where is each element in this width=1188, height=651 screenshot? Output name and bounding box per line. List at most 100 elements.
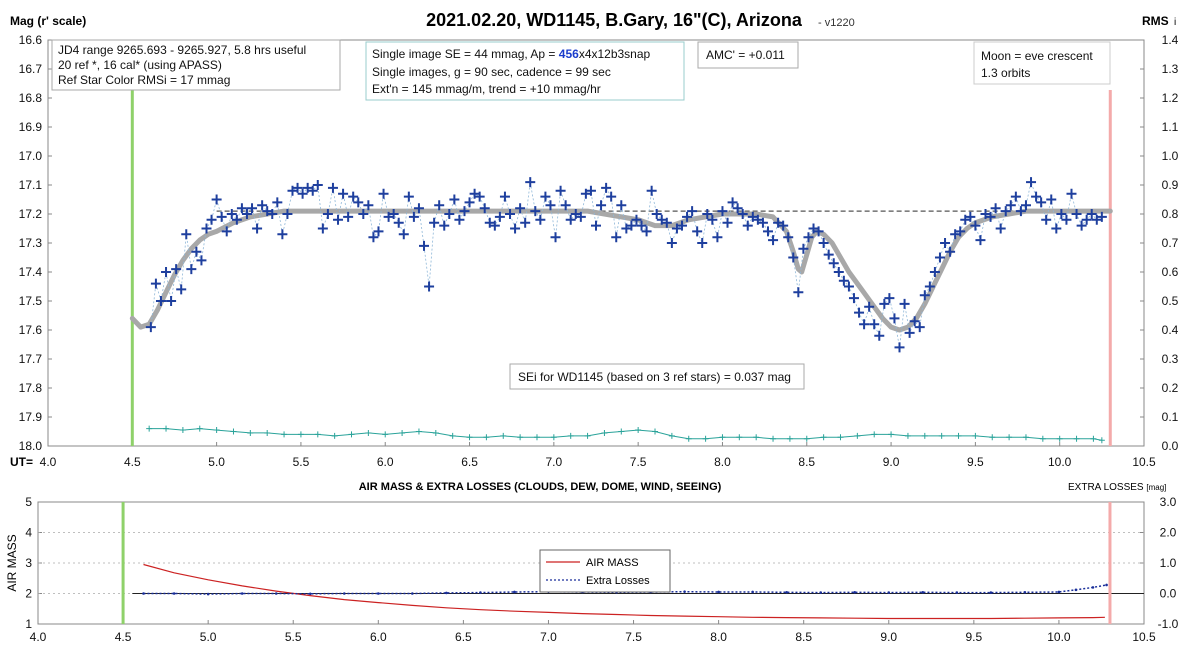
upper-x-tick-label: 9.0 — [883, 455, 900, 469]
rmsi-point — [196, 425, 203, 432]
magnitude-point — [828, 258, 839, 269]
lower-x-tick-label: 4.0 — [30, 630, 47, 644]
upper-y2-tick-label: 0.8 — [1162, 207, 1179, 221]
jd-info-line-3: Ref Star Color RMSi = 17 mmag — [58, 73, 230, 87]
rmsi-point — [1073, 435, 1080, 442]
magnitude-point — [641, 226, 652, 237]
lower-y-tick-label: 3 — [25, 556, 32, 570]
rmsi-point — [888, 431, 895, 438]
magnitude-point — [150, 278, 161, 289]
upper-y-tick-label: 17.7 — [19, 352, 43, 366]
lower-y2-tick-label: 1.0 — [1160, 556, 1177, 570]
magnitude-point — [651, 209, 662, 219]
magnitude-point — [661, 217, 672, 228]
jd-info-line-2: 20 ref *, 16 cal* (using APASS) — [58, 58, 222, 72]
upper-y-tick-label: 17.4 — [19, 265, 43, 279]
magnitude-point — [302, 182, 313, 193]
magnitude-point — [1096, 211, 1107, 222]
magnitude-point — [540, 191, 551, 202]
extra-losses-point — [1057, 590, 1061, 594]
magnitude-point — [727, 197, 738, 208]
magnitude-point — [282, 209, 293, 219]
magnitude-point — [1020, 200, 1031, 211]
magnitude-point — [333, 214, 344, 225]
magnitude-point — [287, 185, 298, 196]
magnitude-point — [262, 206, 273, 217]
magnitude-point — [413, 203, 424, 214]
magnitude-point — [737, 209, 748, 219]
magnitude-point — [980, 209, 991, 219]
upper-y-tick-label: 17.1 — [19, 178, 43, 192]
magnitude-point — [783, 232, 794, 243]
magnitude-point — [575, 211, 586, 222]
upper-y2-tick-label: 0.6 — [1162, 265, 1179, 279]
magnitude-point — [899, 298, 910, 309]
magnitude-point — [292, 182, 303, 193]
rmsi-line — [149, 428, 1102, 441]
magnitude-point — [201, 223, 212, 234]
rmsi-point — [786, 435, 793, 442]
extra-losses-point — [479, 591, 482, 594]
upper-x-tick-label: 5.5 — [293, 455, 310, 469]
extra-losses-point — [717, 590, 720, 594]
magnitude-point — [555, 185, 566, 196]
magnitude-point — [616, 200, 627, 211]
magnitude-point — [722, 217, 733, 228]
upper-y-axis-label: Mag (r' scale) — [10, 14, 86, 28]
magnitude-point — [611, 232, 622, 243]
magnitude-point — [550, 232, 561, 243]
lower-x-tick-label: 5.5 — [285, 630, 302, 644]
jd-info-line-1: JD4 range 9265.693 - 9265.927, 5.8 hrs u… — [58, 43, 306, 57]
rmsi-point — [297, 431, 304, 438]
rmsi-point — [230, 428, 237, 435]
magnitude-point — [479, 203, 490, 214]
single-image-box: Single image SE = 44 mmag, Ap = 456x4x12… — [365, 41, 685, 101]
magnitude-point — [247, 203, 258, 214]
upper-x-tick-label: 10.0 — [1048, 455, 1072, 469]
upper-y-tick-label: 17.5 — [19, 294, 43, 308]
magnitude-point — [1041, 214, 1052, 225]
lower-x-tick-label: 10.5 — [1132, 630, 1156, 644]
upper-y2-tick-label: 0.5 — [1162, 294, 1179, 308]
magnitude-point — [570, 209, 581, 219]
magnitude-point — [1091, 214, 1102, 225]
rmsi-point — [736, 434, 743, 441]
rmsi-point — [348, 431, 355, 438]
upper-y2-axis-label: RMS — [1142, 14, 1169, 28]
magnitude-point — [636, 220, 647, 231]
lower-x-tick-label: 7.0 — [540, 630, 557, 644]
magnitude-point — [267, 209, 278, 219]
extra-losses-point — [377, 592, 380, 595]
magnitude-point — [929, 267, 940, 277]
magnitude-point — [884, 293, 895, 304]
magnitude-point — [879, 298, 890, 309]
magnitude-point — [813, 226, 824, 237]
magnitude-point — [762, 226, 773, 237]
magnitude-point — [1036, 197, 1047, 208]
extra-losses-point — [887, 591, 891, 594]
upper-y-tick-label: 18.0 — [19, 439, 43, 453]
upper-y-tick-label: 17.3 — [19, 236, 43, 250]
magnitude-point — [656, 214, 667, 225]
magnitude-point — [1026, 177, 1037, 188]
lower-x-tick-label: 6.0 — [370, 630, 387, 644]
magnitude-point — [1081, 214, 1092, 225]
rmsi-point — [668, 432, 675, 439]
magnitude-point — [950, 229, 961, 240]
magnitude-point — [757, 217, 768, 228]
magnitude-point — [768, 235, 779, 246]
magnitude-point — [874, 330, 885, 341]
magnitude-point — [307, 185, 318, 196]
rmsi-point — [820, 434, 827, 441]
magnitude-point — [297, 188, 308, 199]
extra-losses-point — [513, 590, 516, 594]
legend-extra-losses-label: Extra Losses — [586, 575, 650, 587]
magnitude-point — [408, 211, 419, 222]
lower-x-tick-label: 10.0 — [1047, 630, 1071, 644]
magnitude-point — [712, 232, 723, 243]
magnitude-point — [277, 229, 288, 240]
rmsi-point — [601, 429, 608, 436]
magnitude-point — [236, 203, 247, 214]
magnitude-point — [166, 296, 177, 306]
